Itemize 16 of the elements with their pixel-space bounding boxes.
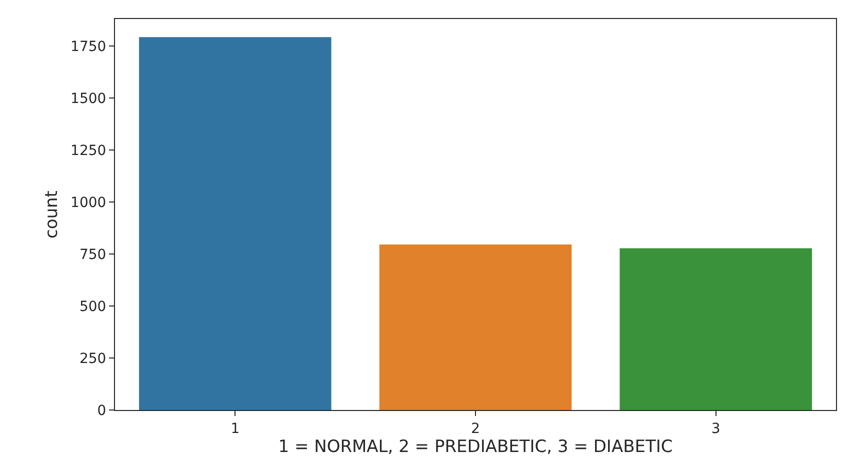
y-tick-label: 500 [79,298,106,315]
x-tick-label: 2 [471,420,480,437]
x-axis-title: 1 = NORMAL, 2 = PREDIABETIC, 3 = DIABETIC [278,436,673,457]
y-axis-title: count [42,190,62,238]
y-tick-label: 750 [79,246,106,263]
x-tick-label: 1 [230,420,240,437]
bar [379,244,572,410]
y-tick-label: 0 [97,402,106,419]
y-tick-label: 250 [79,350,106,367]
y-tick-label: 1250 [70,142,106,159]
y-tick-label: 1000 [70,194,106,211]
bar [139,37,332,410]
y-tick-label: 1500 [70,90,106,107]
x-tick-label: 3 [711,420,720,437]
y-tick-label: 1750 [70,38,106,55]
bar [620,248,812,410]
